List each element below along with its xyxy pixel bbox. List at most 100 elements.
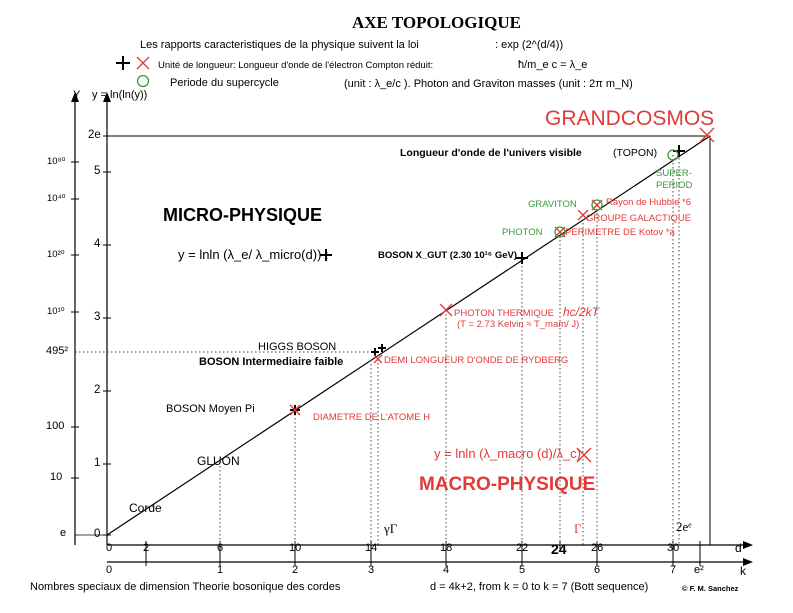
label-higgs: HIGGS BOSON [258,341,337,353]
y-ticks [71,135,111,536]
header-line-1: Les rapports caracteristiques de la phys… [140,39,419,51]
x-marker-atome [289,404,301,416]
legend-plus-formula: ħ/m_e c = λ_e [518,59,588,71]
y-tick-0: 0 [94,528,101,540]
x-axis-k-arrow [743,558,753,566]
label-corde: Corde [129,501,162,515]
x-marker-rydberg [373,354,383,364]
legend-circle-text: Periode du supercycle [170,77,279,89]
value-tick-495: 495² [46,345,69,357]
value-tick-1e20: 10²⁰ [47,249,65,260]
legend-plus-marker [116,56,130,70]
k-tick-4: 4 [443,564,450,576]
legend-circle-formula: (unit : λ_e/c ). Photon and Graviton mas… [344,78,633,90]
y-axis-function: y = ln(ln(y)) [92,89,148,101]
label-photon: PHOTON [502,227,543,238]
copyright: © F. M. Sanchez [682,584,739,593]
y-axis-arrow [103,92,111,102]
d-tick-2: 2 [143,542,150,554]
d-tick-10: 10 [289,542,302,554]
k-tick-3: 3 [368,564,375,576]
grandcosmos-label: GRANDCOSMOS [545,107,715,130]
footer-left: Nombres speciaux de dimension Theorie bo… [30,581,341,593]
x-axis-d-arrow [743,541,753,549]
legend-circle-marker [136,74,150,88]
label-hc2kt: hc/2kT [563,305,600,319]
circle-marker-superperiod [667,149,679,161]
x-marker-photon-thermique [439,303,453,317]
label-photon-thermique: PHOTON THERMIQUE [454,308,554,319]
micro-formula-plus [320,249,332,261]
macro-physique-label: MACRO-PHYSIQUE [419,474,596,495]
label-rydberg: DEMI LONGUEUR D'ONDE DE RYDBERG [384,355,569,366]
label-hubble: Rayon de Hubble *6 [606,197,692,208]
d-label-gamma-cap: Γ [574,521,582,536]
value-tick-1e40: 10⁴⁰ [47,193,66,204]
value-tick-10: 10 [50,471,63,483]
circle-marker-graviton [591,199,603,211]
k-tick-0: 0 [106,564,113,576]
label-kotov: PERIMETRE DE Kotov *a [565,227,675,238]
value-tick-e: e [60,527,67,539]
d-tick-24: 24 [551,541,567,557]
macro-formula-x [576,447,592,463]
k-tick-2: 2 [292,564,299,576]
y-tick-3: 3 [94,311,101,323]
circle-marker-photon [554,226,566,238]
y-tick-2e: 2e [88,129,101,141]
d-tick-14: 14 [365,542,378,554]
label-univers: Longueur d'onde de l'univers visible [400,147,582,159]
legend-x-marker [136,56,150,70]
plus-marker-higgs [378,344,386,352]
label-atome: DIAMETRE DE L'ATOME H [313,412,431,423]
dotted-guides [75,150,680,545]
label-groupe: GROUPE GALACTIQUE [586,213,692,224]
d-label-gamma: γΓ [384,521,398,536]
y-tick-1: 1 [94,457,101,469]
micro-formula: y = lnln (λ_e/ λ_micro(d)) : [178,247,329,262]
label-boson-x: BOSON X_GUT (2.30 10¹⁶ GeV) [378,250,517,261]
d-tick-6: 6 [217,542,224,554]
d-tick-26: 26 [591,542,604,554]
label-boson-int: BOSON Intermediaire faible [199,356,344,368]
label-topon: (TOPON) [613,147,658,159]
k-tick-1: 1 [217,564,224,576]
k-tick-7: 7 [670,564,677,576]
label-photon-thermique-note: (T = 2.73 Kelvin ≈ T_mam/ J) [457,319,580,330]
footer-right: d = 4k+2, from k = 0 to k = 7 (Bott sequ… [430,581,649,593]
label-superperiod: SUPER-PERIOD [656,168,693,192]
legend-plus-text: Unité de longueur: Longueur d'onde de l'… [158,60,434,71]
header-line-1-formula: : exp (2^(d/4)) [495,39,564,51]
circle-markers [136,74,679,238]
topological-axis-line [106,135,711,536]
macro-formula: y = lnln (λ_macro (d)/λ_c) : [434,446,589,461]
d-tick-18: 18 [440,542,453,554]
d-axis-label: d [735,541,742,555]
k-tick-5: 5 [519,564,526,576]
y-tick-4: 4 [94,238,101,250]
k-tick-e2: e² [694,564,704,576]
d-tick-22: 22 [516,542,529,554]
value-tick-1e10: 10¹⁰ [47,306,65,317]
label-graviton: GRAVITON [528,199,577,210]
plus-marker-boson-int [371,348,379,356]
value-axis-arrow [71,92,79,102]
k-tick-6: 6 [594,564,601,576]
value-tick-1e80: 10⁸⁰ [47,156,66,167]
label-boson-pi: BOSON Moyen Pi [166,403,255,415]
y-axis-label: Y [73,89,81,101]
d-tick-30: 30 [667,542,680,554]
label-gluon: GLUON [197,454,240,468]
d-tick-0: 0 [106,542,113,554]
y-tick-2: 2 [94,384,101,396]
d-label-2ee: 2eᵉ [676,519,692,534]
plus-marker-boson-x [516,252,528,264]
micro-physique-label: MICRO-PHYSIQUE [163,205,323,225]
x-marker-groupe [577,209,589,221]
value-tick-100: 100 [46,420,65,432]
x-marker-grandcosmos [699,127,715,143]
k-axis-label: k [740,564,746,578]
y-tick-5: 5 [94,165,101,177]
page-title: AXE TOPOLOGIQUE [352,13,521,32]
